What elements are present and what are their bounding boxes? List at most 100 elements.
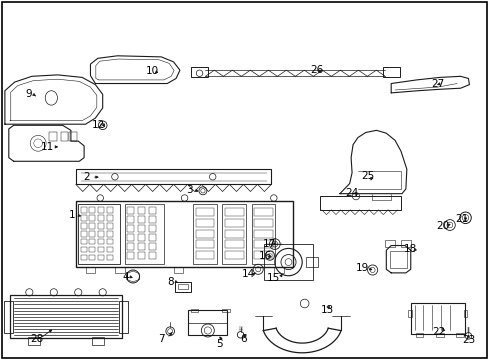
Bar [138, 234, 145, 241]
Bar [89, 231, 95, 237]
Text: 24: 24 [345, 188, 358, 198]
Bar [148, 225, 156, 232]
Bar [81, 255, 86, 260]
Bar [224, 240, 243, 248]
Bar [178, 284, 187, 289]
Bar [138, 216, 145, 223]
Bar [61, 132, 68, 141]
Bar [81, 239, 86, 244]
Text: 1: 1 [69, 210, 76, 220]
Bar [127, 225, 134, 232]
Bar [224, 230, 243, 238]
Text: 9: 9 [25, 89, 32, 99]
Text: 21: 21 [454, 214, 468, 224]
Text: 8: 8 [166, 276, 173, 287]
Bar [435, 333, 443, 337]
Bar [148, 216, 156, 223]
Text: 28: 28 [30, 334, 43, 344]
Bar [98, 215, 104, 221]
Bar [85, 267, 95, 273]
Text: 18: 18 [403, 244, 417, 254]
Bar [98, 223, 104, 229]
Bar [115, 267, 124, 273]
Bar [455, 333, 463, 337]
Bar [195, 240, 214, 248]
Bar [107, 239, 113, 244]
Text: 5: 5 [215, 339, 222, 349]
Bar [224, 251, 243, 259]
Bar [138, 243, 145, 250]
Bar [127, 207, 134, 214]
Bar [81, 231, 86, 237]
Bar [138, 207, 145, 214]
Bar [222, 204, 245, 264]
Bar [320, 196, 400, 210]
Bar [107, 207, 113, 213]
Bar [254, 219, 272, 227]
Bar [127, 243, 134, 250]
Bar [148, 252, 156, 259]
Bar [10, 295, 122, 338]
Bar [81, 223, 86, 229]
Bar [273, 267, 283, 273]
Bar [107, 255, 113, 260]
Text: 19: 19 [355, 263, 369, 273]
Bar [89, 255, 95, 260]
Bar [98, 239, 104, 244]
Bar [195, 208, 214, 216]
Text: 7: 7 [158, 334, 164, 344]
Bar [463, 310, 467, 317]
Bar [251, 204, 275, 264]
Bar [407, 310, 411, 317]
Bar [98, 255, 104, 260]
Bar [148, 234, 156, 241]
Bar [305, 257, 318, 267]
Bar [415, 333, 423, 337]
Bar [127, 216, 134, 223]
Bar [382, 67, 399, 77]
Bar [49, 132, 57, 141]
Bar [81, 247, 86, 252]
Bar [193, 204, 216, 264]
Bar [254, 251, 272, 259]
Bar [188, 310, 227, 335]
Text: 14: 14 [241, 269, 255, 279]
Bar [173, 267, 183, 273]
Bar [81, 215, 86, 221]
Bar [119, 301, 128, 333]
Bar [81, 207, 86, 213]
Bar [89, 247, 95, 252]
Text: 6: 6 [240, 334, 246, 344]
Text: 17: 17 [263, 239, 276, 249]
Bar [224, 219, 243, 227]
Bar [124, 204, 163, 264]
Bar [127, 234, 134, 241]
Bar [138, 225, 145, 232]
Text: 23: 23 [461, 335, 474, 345]
Bar [222, 309, 229, 312]
Bar [107, 215, 113, 221]
Text: 22: 22 [431, 327, 445, 337]
Text: 2: 2 [83, 172, 90, 182]
Bar [190, 309, 198, 312]
Bar [107, 231, 113, 237]
Text: 4: 4 [122, 272, 129, 282]
Bar [224, 208, 243, 216]
Bar [148, 207, 156, 214]
Bar [98, 231, 104, 237]
Text: 11: 11 [41, 142, 55, 152]
Bar [28, 337, 40, 345]
Text: 20: 20 [435, 221, 448, 231]
Bar [195, 230, 214, 238]
Bar [78, 204, 120, 264]
Bar [89, 223, 95, 229]
Bar [89, 207, 95, 213]
Bar [4, 301, 13, 333]
Text: 3: 3 [186, 185, 193, 195]
Bar [76, 169, 271, 184]
Text: 27: 27 [430, 78, 444, 89]
Text: 12: 12 [92, 120, 105, 130]
Bar [410, 303, 464, 334]
Bar [98, 207, 104, 213]
Bar [138, 252, 145, 259]
